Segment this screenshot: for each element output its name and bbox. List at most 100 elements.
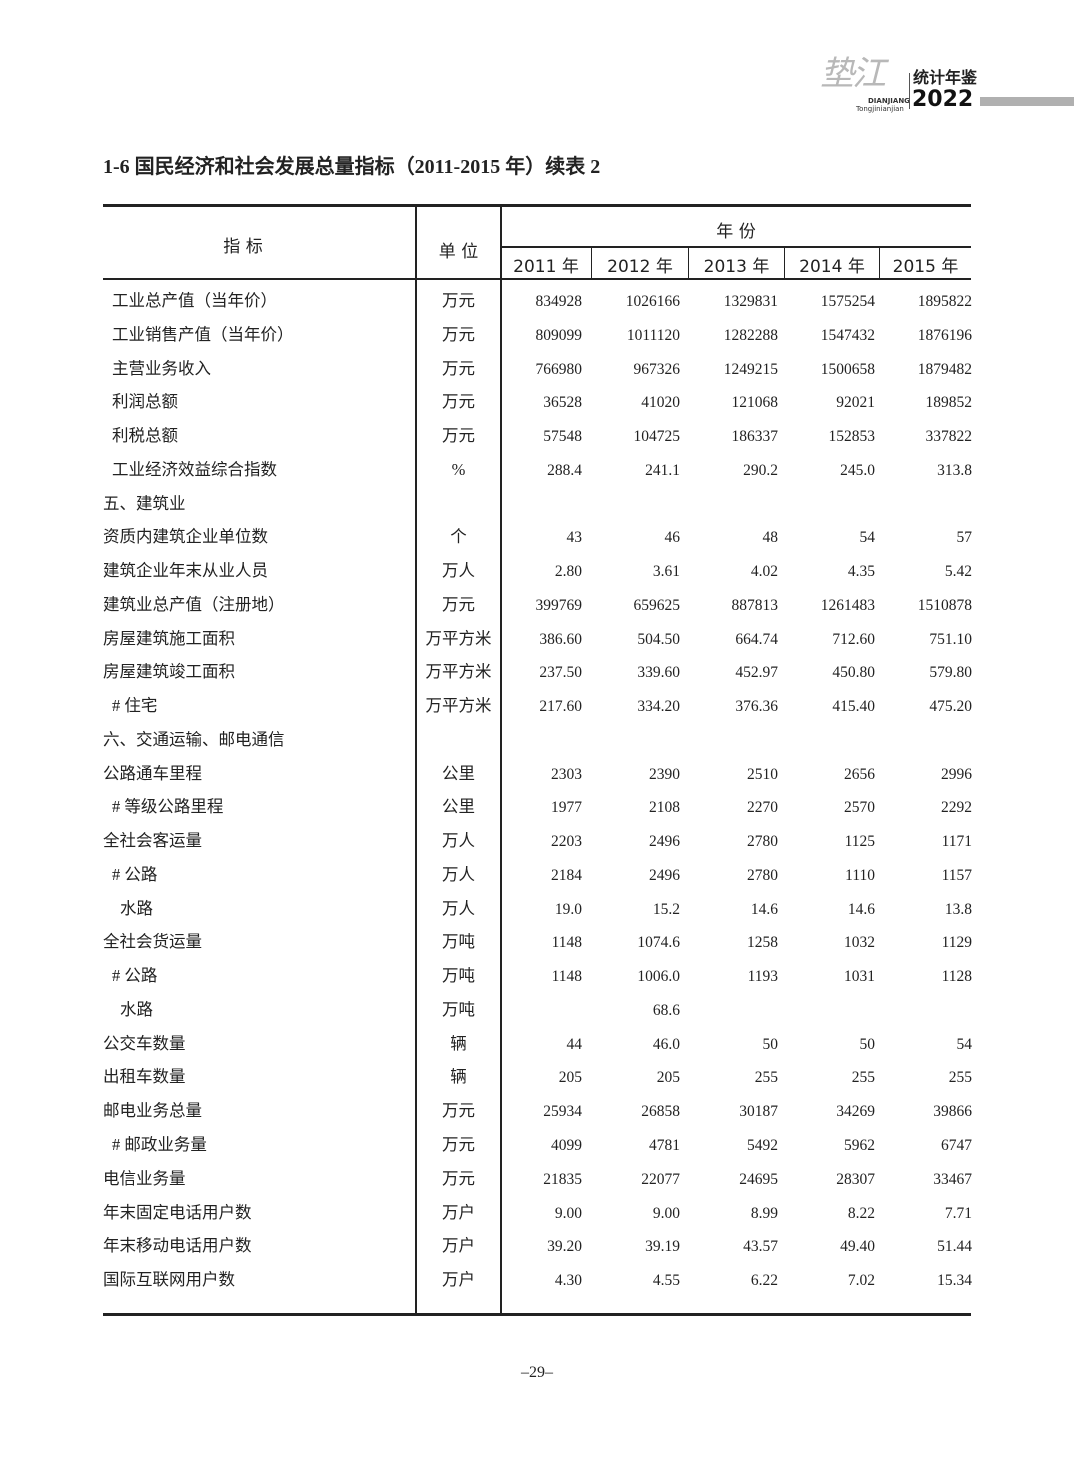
row-value: 4.55 [652, 1272, 680, 1290]
row-label: 年末移动电话用户数 [103, 1236, 252, 1256]
row-value: 337822 [925, 428, 973, 446]
row-value: 15.2 [652, 900, 680, 918]
row-value: 1148 [551, 968, 582, 986]
row-value: 313.8 [937, 461, 972, 479]
row-value: 9.00 [652, 1204, 680, 1222]
row-label: 利润总额 [112, 392, 178, 412]
row-unit: 万人 [442, 864, 475, 884]
row-label: 主营业务收入 [112, 358, 211, 378]
row-value: 967326 [633, 360, 681, 378]
row-value: 39866 [933, 1103, 972, 1121]
row-value: 245.0 [840, 461, 875, 479]
row-value: 5.42 [944, 563, 972, 581]
row-value: 255 [754, 1069, 778, 1087]
row-value: 664.74 [735, 630, 778, 648]
row-value: 450.80 [832, 664, 875, 682]
row-label: 建筑业总产值（注册地） [103, 594, 285, 614]
row-value: 13.8 [944, 900, 972, 918]
row-value: 2656 [844, 765, 875, 783]
column-divider [415, 206, 417, 1314]
row-label: 电信业务量 [103, 1168, 186, 1188]
row-value: 1031 [844, 968, 875, 986]
row-value: 290.2 [743, 461, 778, 479]
logo-divider [909, 73, 910, 109]
row-unit: 公里 [442, 763, 475, 783]
row-value: 2996 [941, 765, 972, 783]
row-label: # 住宅 [112, 696, 158, 716]
row-value: 121068 [731, 394, 779, 412]
row-label: 工业经济效益综合指数 [112, 459, 277, 479]
column-divider [500, 206, 502, 1314]
row-value: 4.35 [847, 563, 875, 581]
row-unit: 个 [450, 527, 467, 547]
year-divider [784, 247, 785, 279]
header-indicator: 指 标 [223, 237, 263, 257]
row-value: 189852 [925, 394, 973, 412]
row-value: 452.97 [735, 664, 778, 682]
row-value: 36528 [543, 394, 582, 412]
row-value: 19.0 [554, 900, 582, 918]
row-label: # 公路 [112, 864, 158, 884]
header-year: 2015 年 [892, 257, 959, 277]
row-value: 57 [956, 529, 973, 547]
row-value: 1249215 [723, 360, 778, 378]
row-value: 1011120 [626, 326, 680, 344]
row-value: 8.99 [750, 1204, 778, 1222]
row-unit: 万户 [442, 1202, 475, 1222]
row-label: # 邮政业务量 [112, 1135, 207, 1154]
row-unit: 万吨 [442, 966, 475, 986]
page-number: –29– [521, 1364, 553, 1381]
row-value: 28307 [836, 1170, 875, 1188]
row-label: 建筑企业年末从业人员 [103, 561, 268, 581]
row-value: 1575254 [820, 293, 875, 310]
row-value: 8.22 [847, 1204, 875, 1222]
row-unit: 万户 [442, 1270, 475, 1290]
row-value: 4781 [649, 1137, 680, 1154]
row-value: 241.1 [645, 461, 680, 479]
row-value: 1547432 [820, 326, 875, 344]
row-value: 205 [558, 1069, 582, 1087]
row-value: 751.10 [929, 630, 972, 648]
row-value: 887813 [731, 596, 779, 614]
row-label: 国际互联网用户数 [103, 1270, 235, 1290]
row-value: 39.20 [547, 1238, 582, 1256]
row-label: # 公路 [112, 966, 158, 986]
logo-calligraphy: 垫江 [820, 54, 886, 94]
row-label: 工业销售产值（当年价） [112, 324, 294, 344]
row-value: 57548 [543, 428, 582, 446]
header-bottom-rule [103, 278, 971, 280]
row-value: 9.00 [554, 1204, 582, 1222]
header-year: 2013 年 [703, 257, 770, 277]
row-value: 21835 [543, 1170, 582, 1188]
row-value: 1157 [941, 866, 972, 884]
row-value: 834928 [535, 293, 583, 310]
row-unit: 万元 [442, 426, 475, 446]
row-value: 415.40 [832, 698, 875, 716]
row-unit: 万平方米 [425, 628, 492, 648]
row-value: 50 [762, 1035, 779, 1053]
row-value: 92021 [836, 394, 875, 412]
row-value: 205 [656, 1069, 680, 1087]
row-label: 资质内建筑企业单位数 [103, 527, 268, 547]
row-value: 1171 [941, 833, 972, 851]
row-value: 46 [664, 529, 681, 547]
row-value: 2780 [747, 833, 778, 851]
row-value: 7.71 [944, 1204, 972, 1222]
row-value: 1129 [941, 934, 972, 952]
row-label: 房屋建筑施工面积 [103, 628, 235, 648]
row-value: 49.40 [840, 1238, 875, 1256]
row-value: 2570 [844, 799, 875, 817]
row-value: 41020 [641, 394, 680, 412]
row-value: 50 [859, 1035, 876, 1053]
row-unit: 万人 [442, 561, 475, 581]
row-value: 5962 [844, 1137, 875, 1154]
row-unit: 辆 [450, 1067, 467, 1087]
row-value: 2510 [747, 765, 778, 783]
row-value: 288.4 [547, 461, 582, 479]
row-value: 34269 [836, 1103, 875, 1121]
row-unit: 公里 [442, 797, 475, 817]
row-unit: 万平方米 [425, 662, 492, 682]
row-value: 24695 [739, 1170, 778, 1188]
row-value: 339.60 [637, 664, 680, 682]
row-value: 1510878 [917, 596, 972, 614]
